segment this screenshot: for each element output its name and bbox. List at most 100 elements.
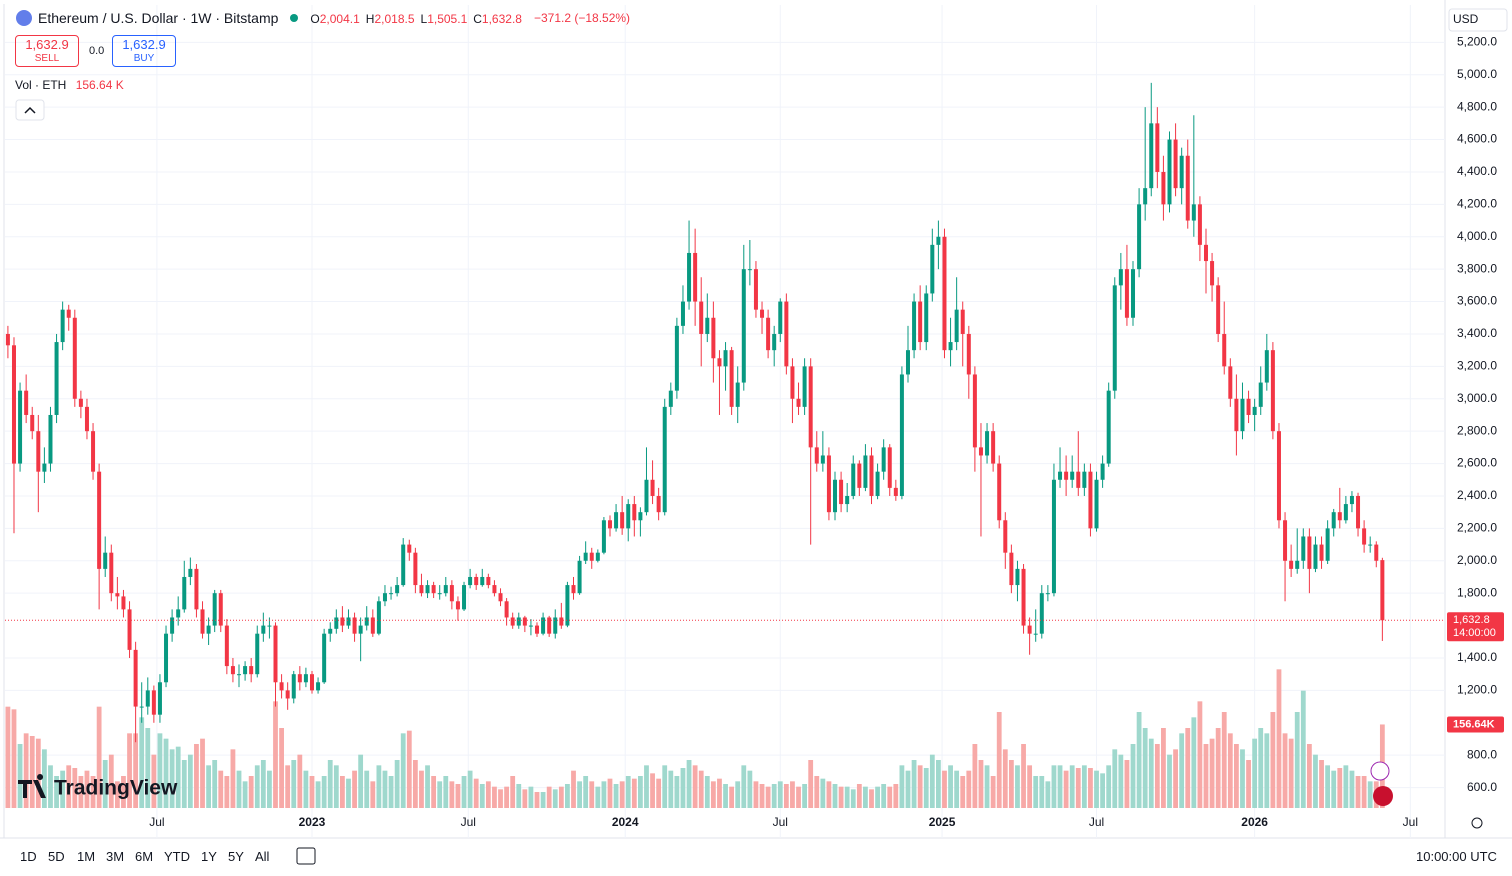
candle-body — [237, 674, 242, 676]
volume-bar — [1319, 760, 1324, 808]
volume-bar — [151, 754, 157, 808]
volume-bar — [321, 776, 327, 808]
y-tick-label: 1,400.0 — [1457, 650, 1497, 664]
ohlc-value: 1,505.1 — [427, 12, 468, 26]
volume-bar — [41, 749, 47, 808]
volume-bar — [169, 749, 175, 808]
volume-bar — [35, 738, 41, 808]
sell-button[interactable]: 1,632.9 SELL — [15, 35, 79, 67]
candle-body — [674, 325, 679, 391]
currency-button[interactable] — [1448, 8, 1508, 32]
volume-bar — [1002, 749, 1008, 808]
candle-body — [1027, 625, 1032, 634]
volume-bar — [1130, 744, 1136, 808]
volume-bar — [814, 776, 820, 808]
candle-body — [1374, 544, 1379, 561]
candle-body — [261, 625, 266, 634]
candle-body — [468, 576, 473, 586]
candle-body — [607, 520, 612, 529]
y-tick-label: 600.0 — [1467, 780, 1497, 794]
period-button[interactable]: 1Y — [201, 849, 217, 864]
last-volume-label: 156.64K — [1453, 718, 1495, 730]
candle-body — [273, 625, 278, 683]
date-range-icon[interactable] — [296, 847, 316, 865]
y-tick-label: 5,000.0 — [1457, 67, 1497, 81]
volume-bar — [966, 770, 972, 808]
candle-body — [1100, 463, 1105, 480]
volume-bar — [114, 781, 120, 808]
volume-bar — [230, 749, 236, 808]
volume-bar — [613, 784, 619, 808]
ohlc-name: O — [310, 12, 320, 26]
volume-bar — [419, 770, 424, 808]
volume-bar — [1313, 754, 1318, 808]
candle-body — [1124, 269, 1129, 318]
candle-body — [729, 350, 734, 407]
volume-bar — [1258, 728, 1264, 808]
period-button[interactable]: YTD — [164, 849, 190, 864]
volume-bar — [771, 784, 777, 808]
period-button[interactable]: 5Y — [228, 849, 244, 864]
volume-bar — [984, 765, 990, 808]
volume-bar — [504, 786, 510, 808]
candle-body — [455, 601, 460, 610]
currency[interactable]: USD — [1453, 12, 1479, 26]
flag-icon[interactable] — [1373, 786, 1393, 806]
candle-body — [1033, 633, 1038, 635]
volume-bar — [473, 778, 479, 808]
volume-bar — [863, 786, 868, 808]
volume-bar — [370, 781, 376, 808]
period-button[interactable]: 1D — [20, 849, 37, 864]
candle-body — [1343, 504, 1348, 521]
candle-body — [601, 520, 606, 553]
volume-bar — [254, 765, 260, 808]
settings-icon[interactable] — [1471, 817, 1483, 829]
candle-body — [66, 309, 71, 318]
volume-bar — [917, 765, 923, 808]
candle-body — [370, 617, 375, 634]
ohlc-value: 1,632.8 — [481, 12, 522, 26]
candle-body — [103, 552, 108, 569]
symbol-title: Ethereum / U.S. Dollar · 1W · Bitstamp — [38, 10, 279, 26]
candle-body — [1228, 366, 1233, 399]
candle-body — [376, 601, 381, 634]
buy-button[interactable]: 1,632.9 BUY — [112, 35, 176, 67]
period-button[interactable]: 3M — [106, 849, 125, 864]
event-icon[interactable] — [1370, 761, 1390, 781]
candle-body — [170, 617, 175, 634]
candle-body — [437, 593, 442, 595]
volume-bar — [1337, 768, 1343, 808]
period-button[interactable]: 5D — [48, 849, 65, 864]
period-button[interactable]: 1M — [77, 849, 96, 864]
candle-body — [1155, 123, 1160, 172]
volume-bar — [735, 781, 741, 808]
volume-bar — [163, 738, 169, 808]
volume-bar — [1148, 738, 1154, 808]
candle-body — [206, 625, 211, 634]
candle-body — [303, 674, 308, 683]
volume-bar — [546, 786, 552, 808]
symbol-header: Ethereum / U.S. Dollar · 1W · Bitstamp O… — [16, 10, 630, 26]
candle-body — [78, 398, 83, 407]
candle-body — [449, 585, 454, 602]
volume-bar — [1033, 776, 1039, 808]
candle-body — [255, 633, 260, 675]
sell-price: 1,632.9 — [25, 37, 69, 52]
volume-bar — [1094, 770, 1099, 808]
candle-body — [218, 593, 223, 626]
period-button[interactable]: 6M — [135, 849, 154, 864]
volume-bar — [844, 786, 850, 808]
candle-body — [1301, 536, 1306, 561]
collapse-button[interactable] — [15, 99, 45, 121]
ohlc: O2,004.1 H2,018.5 L1,505.1 C1,632.8 — [310, 10, 528, 26]
candle-body — [431, 585, 436, 594]
candle-body — [1179, 155, 1184, 189]
candle-body — [766, 317, 771, 351]
candle-body — [826, 455, 831, 513]
x-tick-label: 2025 — [929, 815, 956, 829]
candle-body — [1173, 139, 1178, 189]
volume-bar — [534, 792, 540, 808]
candle-body — [358, 625, 363, 634]
period-button[interactable]: All — [255, 849, 270, 864]
